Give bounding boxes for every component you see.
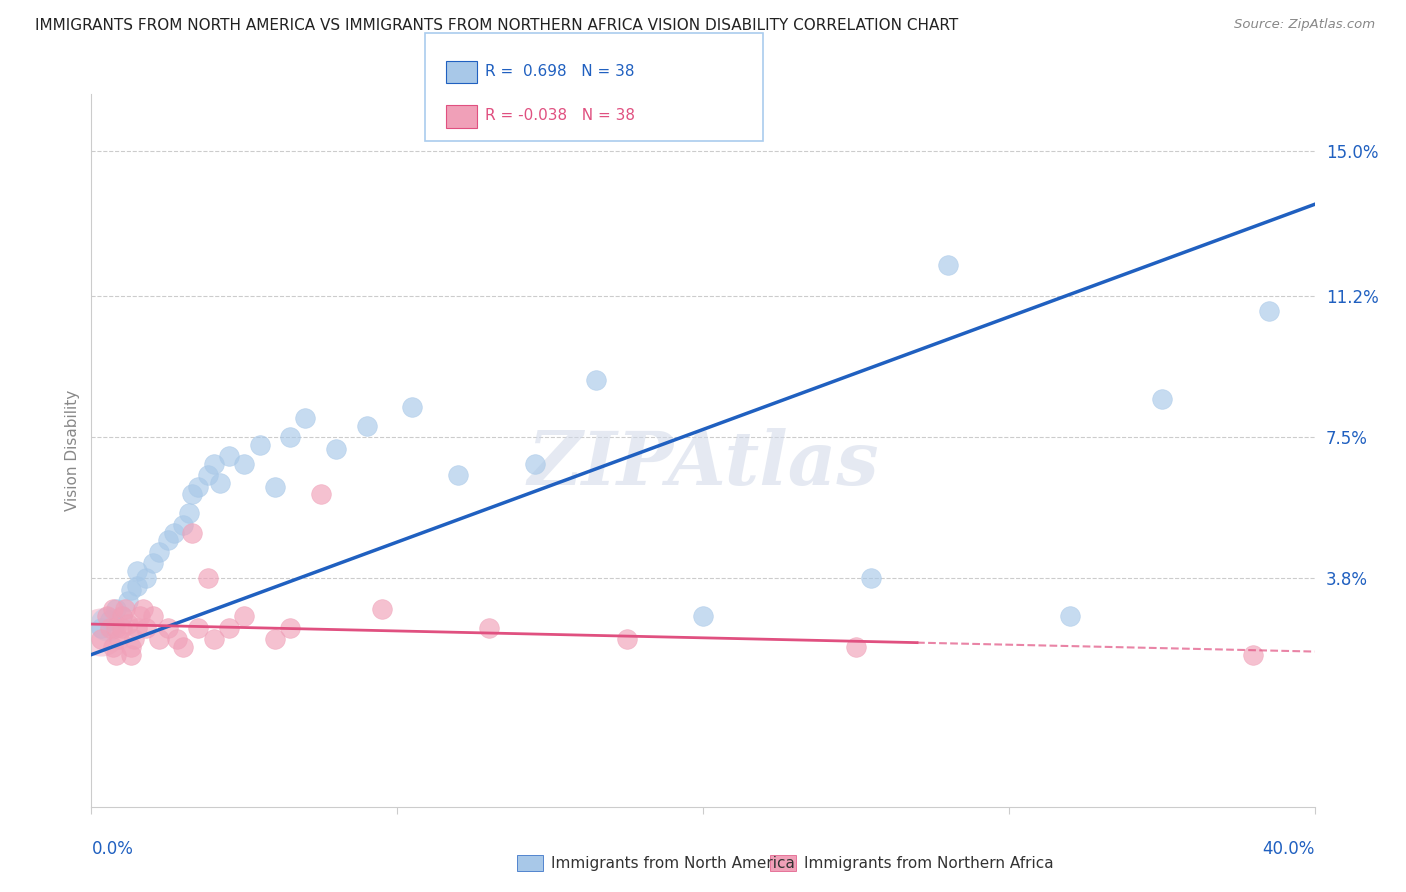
Point: [325, 442, 347, 456]
Point: [197, 468, 219, 483]
Point: [845, 640, 868, 654]
Point: [141, 556, 163, 570]
Text: Immigrants from North America: Immigrants from North America: [551, 856, 794, 871]
Point: [172, 517, 194, 532]
Text: IMMIGRANTS FROM NORTH AMERICA VS IMMIGRANTS FROM NORTHERN AFRICA VISION DISABILI: IMMIGRANTS FROM NORTH AMERICA VS IMMIGRA…: [35, 18, 959, 33]
Point: [233, 457, 256, 471]
Point: [202, 632, 225, 647]
Point: [233, 609, 256, 624]
Point: [98, 613, 121, 627]
Point: [1150, 392, 1173, 406]
Point: [98, 621, 121, 635]
Point: [127, 564, 149, 578]
Point: [523, 457, 546, 471]
Point: [356, 418, 378, 433]
Point: [111, 609, 134, 624]
Point: [218, 621, 240, 635]
Point: [114, 602, 136, 616]
Point: [264, 632, 287, 647]
Point: [117, 617, 139, 632]
Text: ZIPAtlas: ZIPAtlas: [527, 428, 879, 501]
Point: [132, 602, 155, 616]
Point: [163, 525, 186, 540]
Point: [447, 468, 470, 483]
Point: [187, 480, 209, 494]
Text: R =  0.698   N = 38: R = 0.698 N = 38: [485, 64, 634, 78]
Point: [156, 621, 179, 635]
Point: [120, 648, 142, 662]
Point: [585, 373, 607, 387]
Point: [90, 621, 112, 635]
Point: [127, 579, 149, 593]
Point: [249, 438, 271, 452]
Point: [148, 544, 170, 558]
Point: [172, 640, 194, 654]
Point: [202, 457, 225, 471]
Point: [264, 480, 287, 494]
Point: [101, 640, 124, 654]
Point: [129, 609, 152, 624]
Text: R = -0.038   N = 38: R = -0.038 N = 38: [485, 109, 636, 123]
Point: [104, 648, 127, 662]
Point: [218, 449, 240, 463]
Point: [1059, 609, 1081, 624]
Point: [117, 594, 139, 608]
Text: 0.0%: 0.0%: [91, 840, 134, 858]
Point: [90, 624, 112, 639]
Point: [860, 571, 883, 585]
Point: [187, 621, 209, 635]
Point: [179, 507, 201, 521]
Point: [371, 602, 394, 616]
Point: [181, 487, 204, 501]
Point: [478, 621, 501, 635]
Point: [208, 475, 231, 490]
Point: [104, 602, 127, 616]
Point: [197, 571, 219, 585]
Point: [401, 400, 423, 414]
Point: [104, 621, 127, 635]
Point: [1257, 304, 1279, 318]
Point: [135, 621, 157, 635]
Point: [936, 259, 959, 273]
Point: [141, 609, 163, 624]
Point: [135, 571, 157, 585]
Point: [111, 609, 134, 624]
Y-axis label: Vision Disability: Vision Disability: [65, 390, 80, 511]
Point: [96, 617, 118, 632]
Point: [120, 582, 142, 597]
Point: [101, 602, 124, 616]
Text: Source: ZipAtlas.com: Source: ZipAtlas.com: [1234, 18, 1375, 31]
Point: [278, 430, 301, 444]
Point: [616, 632, 638, 647]
Point: [692, 609, 714, 624]
Point: [166, 632, 188, 647]
Point: [294, 411, 316, 425]
Text: 40.0%: 40.0%: [1263, 840, 1315, 858]
Point: [120, 640, 142, 654]
Point: [1243, 648, 1265, 662]
Point: [96, 609, 118, 624]
Point: [122, 632, 145, 647]
Point: [278, 621, 301, 635]
Point: [148, 632, 170, 647]
Point: [127, 621, 149, 635]
Point: [181, 525, 204, 540]
Text: Immigrants from Northern Africa: Immigrants from Northern Africa: [804, 856, 1054, 871]
Point: [108, 632, 131, 647]
Point: [156, 533, 179, 548]
Point: [111, 621, 134, 635]
Point: [309, 487, 332, 501]
Point: [90, 632, 112, 647]
